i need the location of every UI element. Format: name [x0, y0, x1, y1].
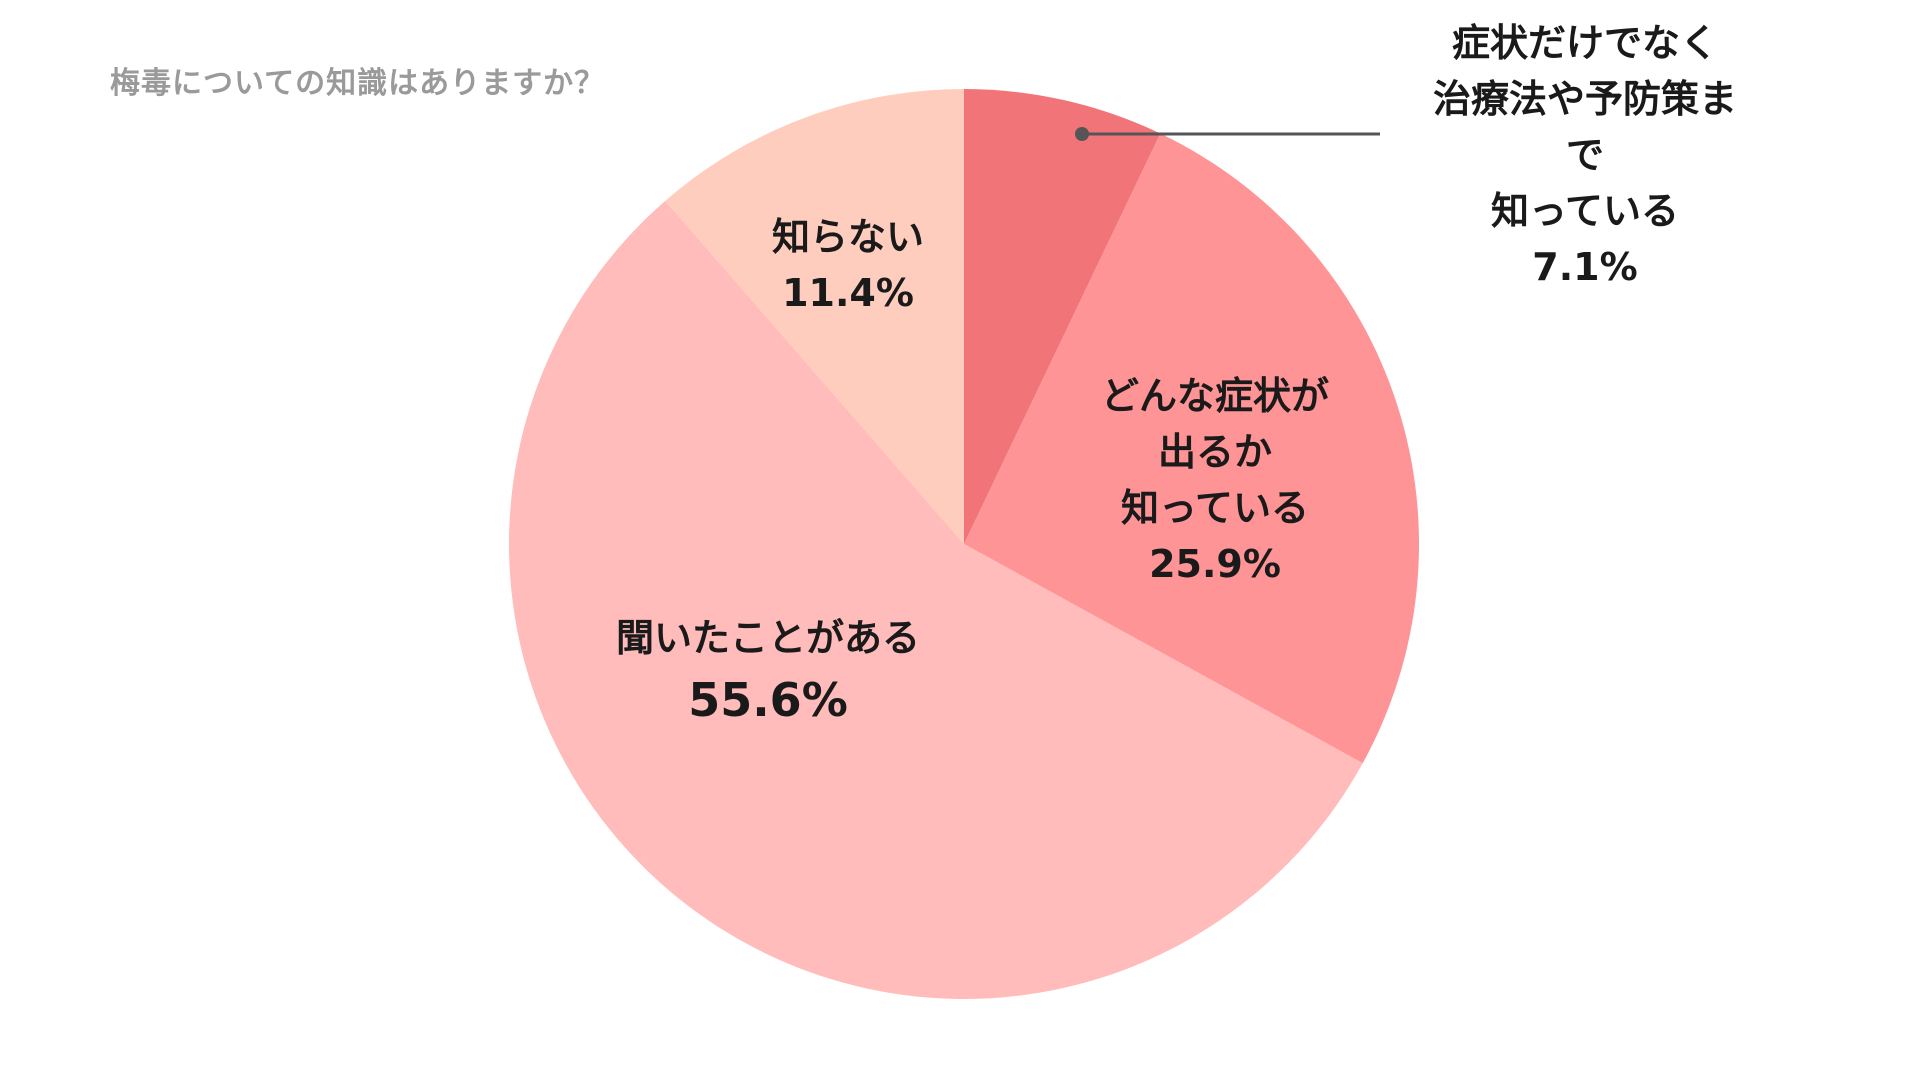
slice-does-not-know	[665, 89, 964, 544]
slice-label-knows-treatment: 症状だけでなく 治療法や予防策まで 知っている 7.1%	[1418, 0, 1753, 351]
slice-name: 知らない	[771, 215, 925, 259]
slice-percent: 55.6%	[688, 673, 848, 727]
slice-knows-treatment	[964, 89, 1161, 544]
callout-leader	[1075, 127, 1380, 141]
chart-title: 梅毒についての知識はありますか？	[110, 66, 606, 101]
slice-label-heard-of-it: 聞いたことがある 55.6%	[616, 554, 920, 790]
slice-name: 症状だけでなく 治療法や予防策まで 知っている	[1432, 21, 1737, 233]
leader-dot	[1075, 127, 1089, 141]
slice-knows-symptoms	[964, 133, 1419, 764]
slice-name: どんな症状が 出るか 知っている	[1100, 374, 1330, 530]
slice-name: 聞いたことがある	[615, 616, 921, 660]
slice-percent: 7.1%	[1532, 245, 1638, 289]
pie-slices	[508, 89, 1419, 1000]
slice-label-knows-symptoms: どんな症状が 出るか 知っている 25.9%	[1101, 312, 1329, 648]
slice-label-does-not-know: 知らない 11.4%	[772, 153, 924, 377]
slice-percent: 25.9%	[1149, 542, 1281, 586]
slice-heard-of-it	[508, 200, 1363, 1000]
slice-percent: 11.4%	[782, 271, 914, 315]
